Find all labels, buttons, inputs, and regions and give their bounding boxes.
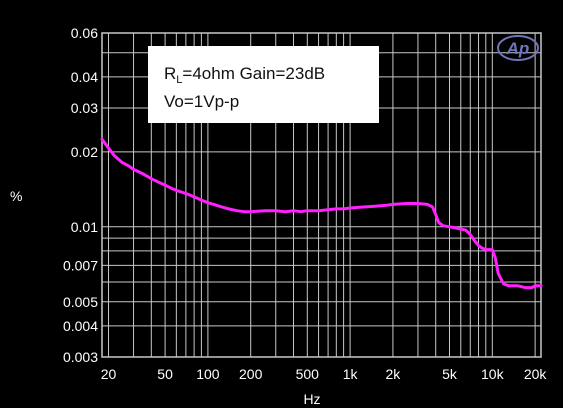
- y-tick-label: 0.01: [71, 219, 98, 235]
- x-tick-label: 1k: [343, 366, 359, 382]
- y-tick-label: 0.004: [63, 318, 98, 334]
- x-axis-title: Hz: [303, 391, 320, 407]
- y-tick-label: 0.003: [63, 349, 98, 365]
- annotation-line-1: RL=4ohm Gain=23dB: [164, 64, 325, 86]
- logo-text: Ap: [506, 39, 530, 58]
- x-tick-label: 200: [239, 366, 263, 382]
- y-tick-label: 0.005: [63, 294, 98, 310]
- series-line-0: [100, 137, 543, 290]
- x-tick-label: 10k: [481, 366, 505, 382]
- y-tick-labels: 0.003 0.004 0.005 0.007 0.01 0.02 0.03 0.04 0.06: [63, 25, 98, 365]
- x-tick-label: 50: [157, 366, 173, 382]
- y-tick-label: 0.03: [71, 100, 98, 116]
- annotation-box-background: [148, 46, 379, 123]
- x-tick-label: 5k: [442, 366, 458, 382]
- annotation-r-symbol: R: [164, 64, 176, 83]
- audio-precision-logo-icon: Ap: [497, 35, 539, 61]
- annotation-line-2: Vo=1Vp-p: [164, 92, 239, 111]
- x-tick-label: 20: [101, 366, 117, 382]
- x-tick-labels: 20 50 100 200 500 1k 2k 5k 10k 20k: [101, 366, 548, 382]
- y-axis-title: %: [10, 188, 22, 204]
- annotation-condition: =4ohm Gain=23dB: [182, 64, 325, 83]
- trace-layer: [100, 137, 543, 290]
- annotation-box: RL=4ohm Gain=23dB Vo=1Vp-p: [148, 46, 379, 123]
- x-tick-label: 100: [196, 366, 220, 382]
- x-tick-label: 20k: [524, 366, 548, 382]
- y-tick-label: 0.04: [71, 69, 98, 85]
- y-tick-label: 0.02: [71, 144, 98, 160]
- x-tick-label: 2k: [386, 366, 402, 382]
- y-tick-label: 0.007: [63, 257, 98, 273]
- plot-border: [101, 32, 542, 358]
- logo-ring: [497, 35, 539, 61]
- annotation-subscript: L: [176, 74, 182, 86]
- x-tick-label: 500: [296, 366, 320, 382]
- y-tick-label: 0.06: [71, 25, 98, 41]
